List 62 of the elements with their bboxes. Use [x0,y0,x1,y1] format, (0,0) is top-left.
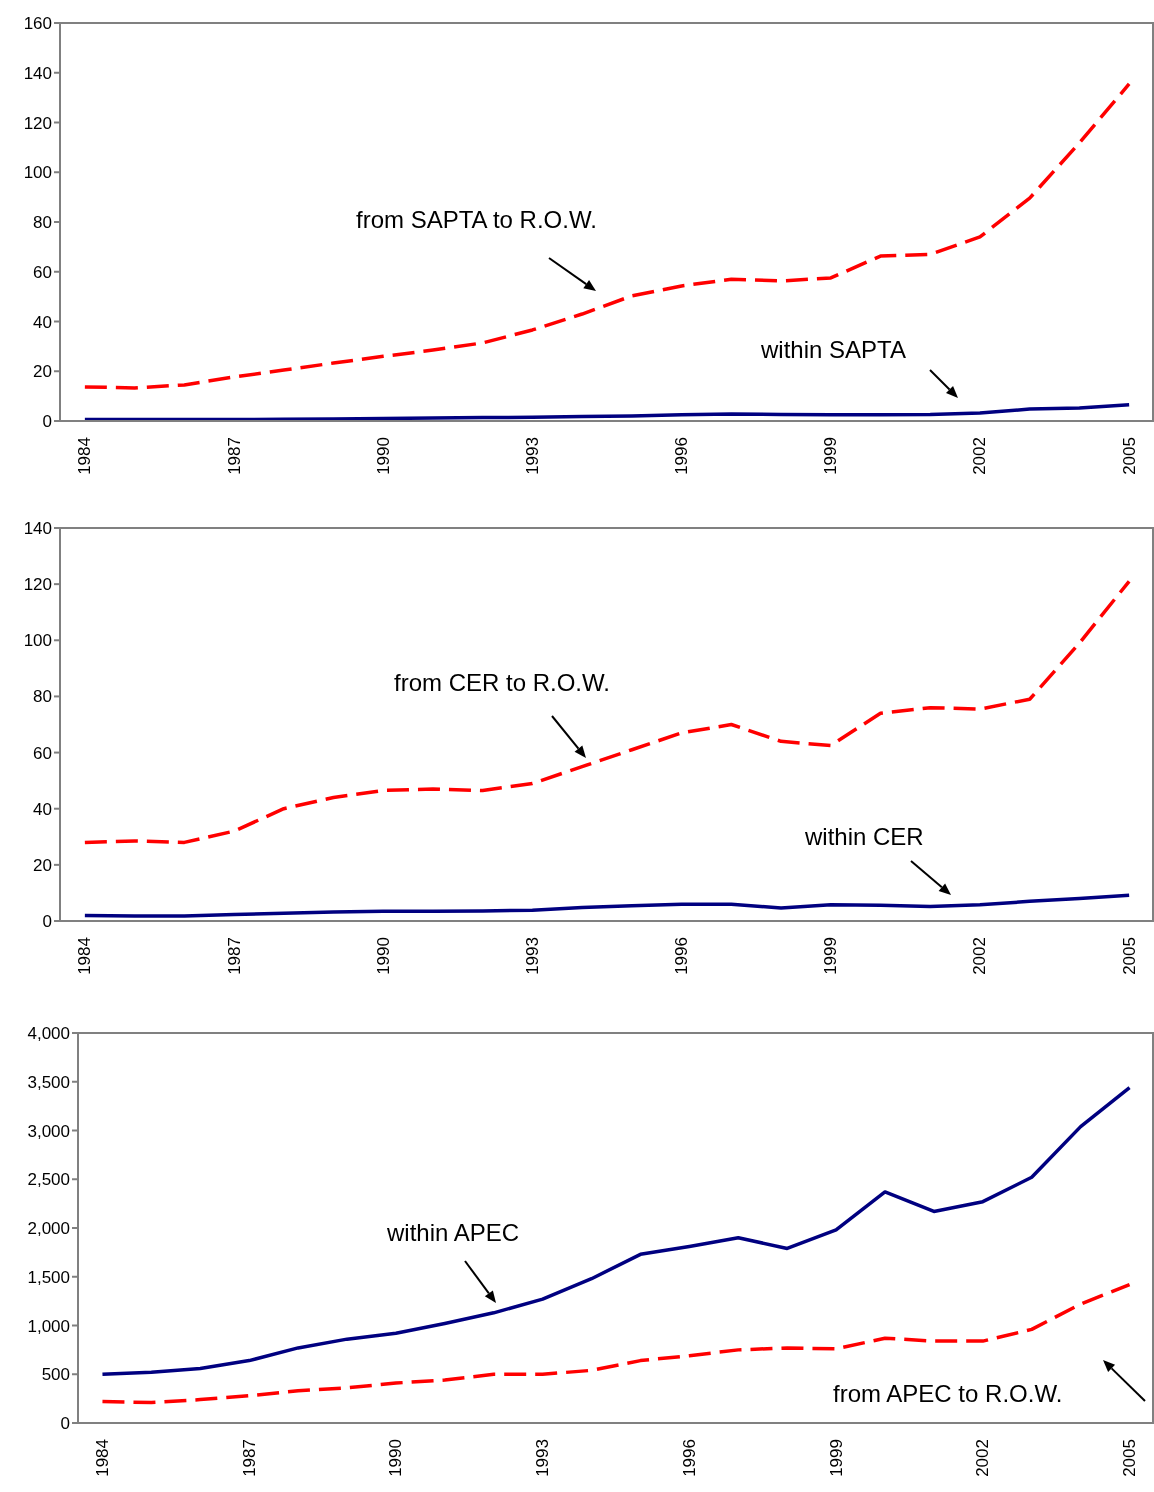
line-series [83,403,1131,421]
y-tick-label: 120 [23,575,52,595]
x-tick-label: 1996 [679,1439,699,1477]
y-tick-label: 60 [33,262,52,282]
y-tick-label: 4,000 [27,1024,70,1044]
y-tick-label: 160 [23,14,52,34]
line-series [100,1085,1132,1376]
y-tick-label: 3,500 [27,1072,70,1092]
x-tick-label: 1987 [224,937,244,975]
x-tick-label: 1984 [92,1439,112,1477]
y-tick-label: 80 [33,687,52,707]
x-tick-label: 2005 [1120,1439,1140,1477]
x-tick-label: 1999 [821,937,841,975]
y-tick-label: 120 [23,113,52,133]
y-tick-label: 1,000 [27,1316,70,1336]
x-tick-label: 1996 [672,937,692,975]
y-tick-label: 140 [23,519,52,539]
line-series [83,893,1131,918]
y-tick-label: 2,500 [27,1170,70,1190]
y-tick-label: 80 [33,213,52,233]
x-tick-label: 2002 [970,437,990,475]
x-tick-label: 2005 [1119,437,1139,475]
x-tick-label: 1990 [386,1439,406,1477]
x-tick-label: 1993 [533,1439,553,1477]
line-series [100,1282,1132,1405]
x-tick-label: 1987 [239,1439,259,1477]
x-tick-label: 1987 [224,437,244,475]
y-tick-label: 0 [42,412,52,432]
y-tick-label: 60 [33,743,52,763]
y-tick-label: 2,000 [27,1219,70,1239]
x-tick-label: 1993 [522,437,542,475]
y-tick-label: 0 [60,1414,70,1434]
y-tick-label: 20 [33,362,52,382]
x-tick-label: 1996 [672,437,692,475]
y-tick-label: 100 [23,163,52,183]
x-tick-label: 1990 [373,437,393,475]
x-tick-label: 1984 [75,437,95,475]
y-tick-label: 20 [33,855,52,875]
y-tick-label: 0 [42,912,52,932]
annotation: within APEC [387,1219,520,1247]
x-tick-label: 2002 [970,937,990,975]
y-tick-label: 1,500 [27,1267,70,1287]
line-series [83,82,1131,390]
y-tick-label: 100 [23,631,52,651]
annotation: within CER [805,823,924,851]
x-tick-label: 1999 [826,1439,846,1477]
y-tick-label: 40 [33,312,52,332]
line-series [83,579,1131,845]
x-tick-label: 1990 [373,937,393,975]
x-tick-label: 1999 [821,437,841,475]
annotation: from APEC to R.O.W. [833,1380,1063,1408]
annotation: from SAPTA to R.O.W. [356,206,597,234]
x-tick-label: 2005 [1119,937,1139,975]
y-tick-label: 3,000 [27,1121,70,1141]
y-tick-label: 40 [33,799,52,819]
annotation: within SAPTA [761,336,906,364]
x-tick-label: 1993 [522,937,542,975]
y-tick-label: 500 [41,1365,70,1385]
y-tick-label: 140 [23,63,52,83]
annotation: from CER to R.O.W. [394,669,611,697]
x-tick-label: 2002 [973,1439,993,1477]
x-tick-label: 1984 [75,937,95,975]
